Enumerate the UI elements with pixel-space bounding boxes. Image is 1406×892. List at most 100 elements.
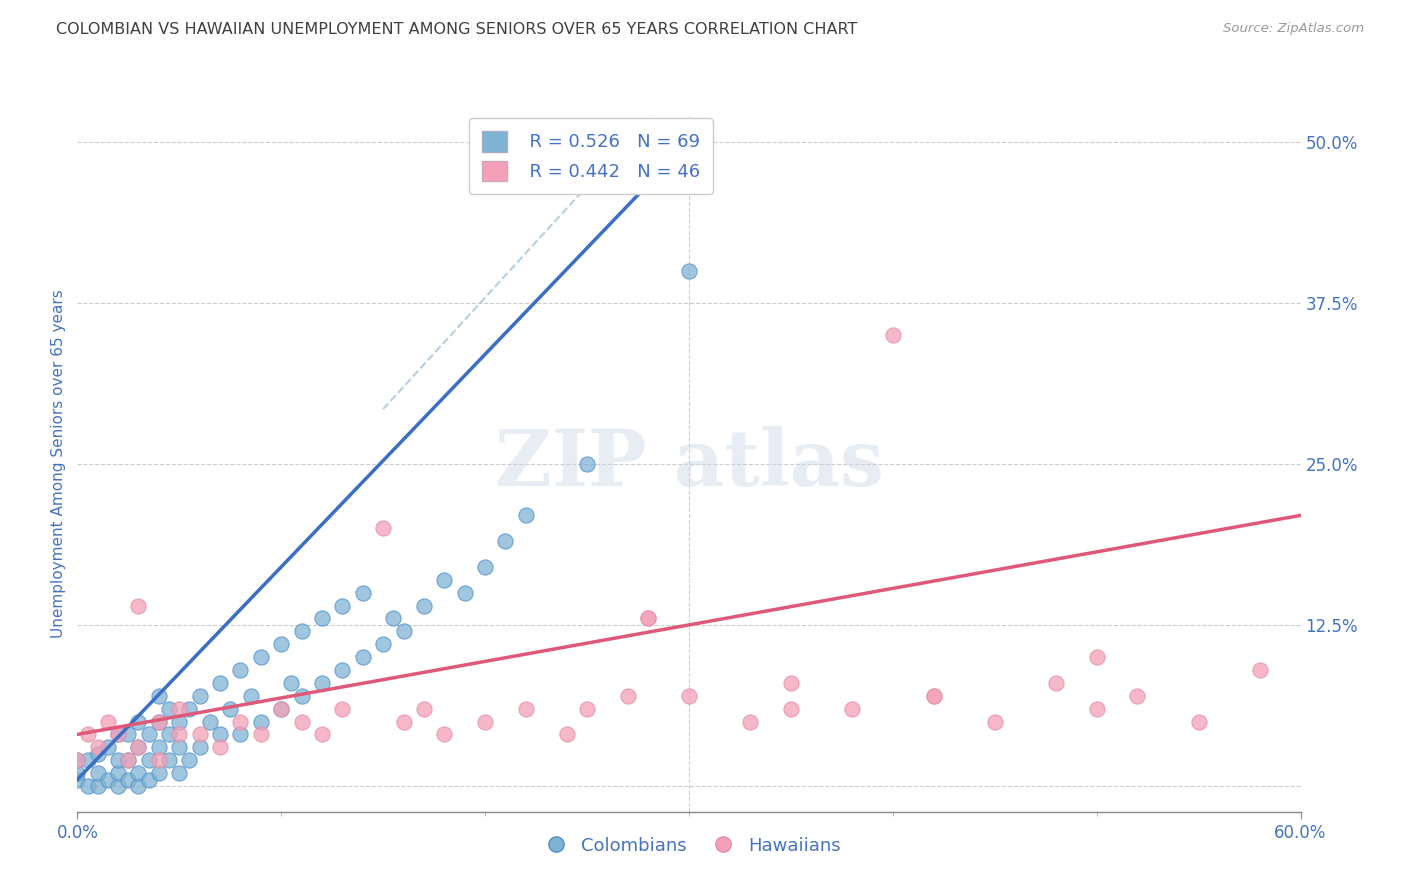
Point: [1045, 676, 1067, 690]
Point: [576, 701, 599, 715]
Point: [250, 727, 273, 741]
Point: [87, 779, 110, 793]
Point: [250, 714, 273, 729]
Point: [311, 676, 333, 690]
Point: [392, 714, 415, 729]
Point: [229, 727, 252, 741]
Point: [290, 714, 312, 729]
Point: [229, 714, 252, 729]
Point: [332, 663, 354, 677]
Point: [270, 637, 292, 651]
Y-axis label: Unemployment Among Seniors over 65 years: Unemployment Among Seniors over 65 years: [51, 290, 66, 638]
Point: [922, 689, 945, 703]
Point: [148, 740, 170, 755]
Point: [157, 753, 180, 767]
Point: [841, 701, 863, 715]
Point: [882, 328, 904, 343]
Point: [208, 676, 231, 690]
Point: [678, 263, 700, 277]
Point: [474, 714, 496, 729]
Point: [169, 727, 191, 741]
Point: [576, 457, 599, 471]
Point: [117, 772, 139, 787]
Point: [148, 689, 170, 703]
Point: [382, 611, 405, 625]
Point: [117, 753, 139, 767]
Text: ZIP atlas: ZIP atlas: [495, 425, 883, 502]
Point: [148, 766, 170, 780]
Point: [352, 650, 374, 665]
Point: [678, 689, 700, 703]
Point: [107, 753, 129, 767]
Point: [280, 676, 302, 690]
Point: [1085, 701, 1108, 715]
Point: [617, 689, 640, 703]
Point: [922, 689, 945, 703]
Point: [117, 753, 139, 767]
Point: [138, 772, 160, 787]
Point: [515, 701, 537, 715]
Point: [779, 676, 801, 690]
Point: [290, 624, 312, 639]
Point: [433, 573, 456, 587]
Point: [1085, 650, 1108, 665]
Point: [107, 766, 129, 780]
Point: [637, 611, 659, 625]
Point: [107, 779, 129, 793]
Point: [87, 766, 110, 780]
Point: [76, 779, 98, 793]
Point: [208, 740, 231, 755]
Point: [371, 521, 394, 535]
Point: [188, 727, 211, 741]
Point: [270, 701, 292, 715]
Point: [157, 727, 180, 741]
Point: [157, 701, 180, 715]
Point: [740, 714, 762, 729]
Point: [148, 714, 170, 729]
Point: [555, 727, 578, 741]
Point: [179, 753, 201, 767]
Point: [127, 599, 149, 613]
Point: [239, 689, 262, 703]
Point: [332, 701, 354, 715]
Point: [433, 727, 456, 741]
Point: [66, 772, 89, 787]
Point: [371, 637, 394, 651]
Point: [148, 714, 170, 729]
Point: [1249, 663, 1271, 677]
Point: [1187, 714, 1209, 729]
Point: [117, 727, 139, 741]
Point: [290, 689, 312, 703]
Point: [148, 753, 170, 767]
Point: [169, 714, 191, 729]
Point: [219, 701, 242, 715]
Point: [250, 650, 273, 665]
Point: [779, 701, 801, 715]
Point: [66, 753, 89, 767]
Point: [169, 740, 191, 755]
Point: [188, 740, 211, 755]
Point: [169, 766, 191, 780]
Point: [453, 585, 475, 599]
Point: [76, 727, 98, 741]
Point: [229, 663, 252, 677]
Point: [515, 508, 537, 523]
Point: [127, 740, 149, 755]
Point: [188, 689, 211, 703]
Point: [198, 714, 221, 729]
Point: [1126, 689, 1149, 703]
Point: [138, 753, 160, 767]
Point: [127, 714, 149, 729]
Point: [97, 740, 120, 755]
Point: [984, 714, 1007, 729]
Point: [107, 727, 129, 741]
Point: [127, 779, 149, 793]
Point: [66, 753, 89, 767]
Point: [270, 701, 292, 715]
Point: [392, 624, 415, 639]
Point: [66, 766, 89, 780]
Point: [87, 747, 110, 761]
Point: [474, 560, 496, 574]
Point: [352, 585, 374, 599]
Point: [332, 599, 354, 613]
